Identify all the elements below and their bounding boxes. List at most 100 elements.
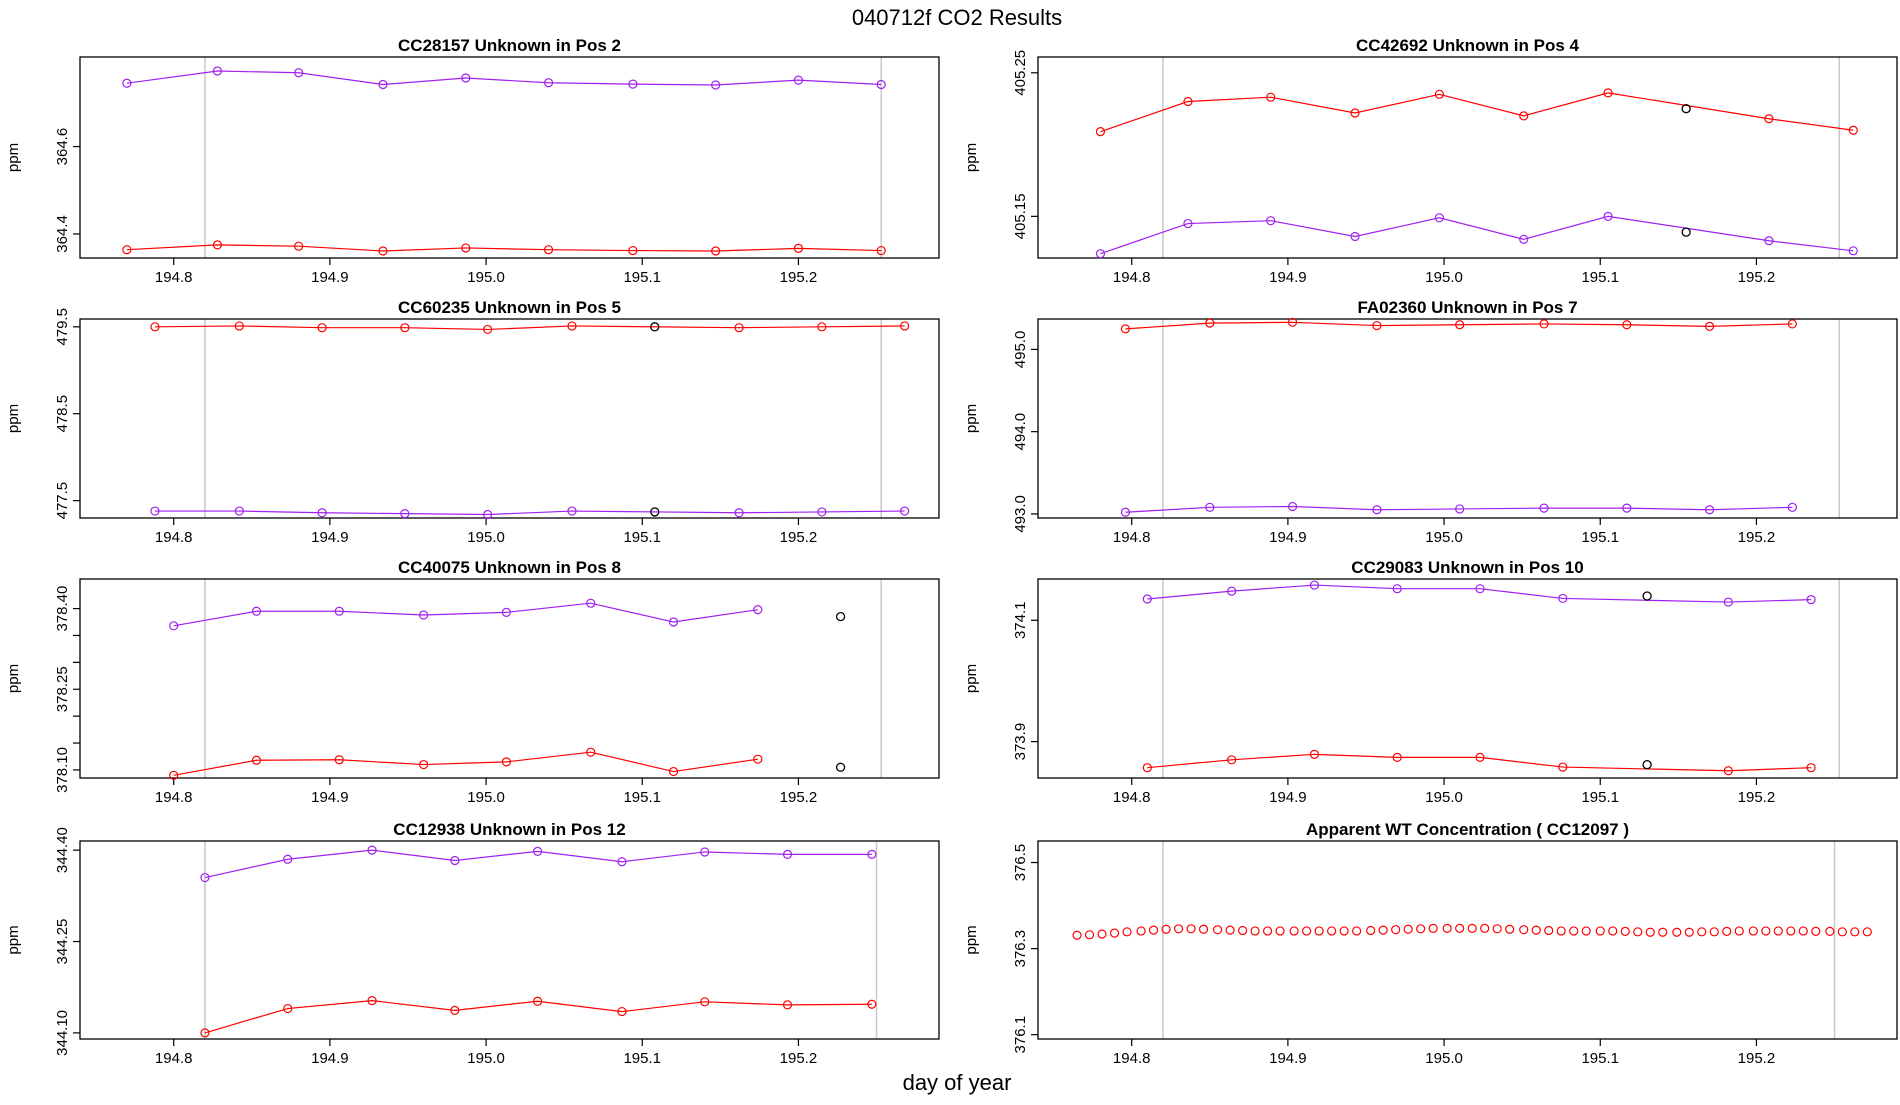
panel-title: CC60235 Unknown in Pos 5 [398,298,621,317]
data-point-red [1608,926,1618,936]
plot-frame [1037,578,1898,779]
data-point-red [900,321,910,331]
outlier-point [650,507,660,517]
data-point-red [1862,927,1872,937]
data-point-red [1302,926,1312,936]
data-point-purple [1287,501,1298,512]
data-point-purple [1787,502,1797,512]
data-point-red [1161,924,1171,934]
y-axis-label: ppm [5,664,22,693]
data-point-purple [867,849,877,860]
x-tick-label: 194.9 [311,1050,349,1067]
y-tick-label: 376.1 [1012,1016,1029,1054]
y-axis-label: ppm [963,925,980,954]
data-point-purple [1558,593,1568,604]
data-point-red [700,997,710,1007]
series-line-purple [173,602,758,627]
chart-panel-7: CC12938 Unknown in Pos 12 194.8 194.9 195.0… [5,820,940,1067]
x-tick-label: 195.0 [467,269,505,286]
data-point-red [711,246,721,256]
data-point-purple [1704,505,1715,515]
data-point-purple [617,857,627,867]
data-point-purple [419,610,429,620]
data-point-red [1620,926,1630,936]
data-point-red [1287,317,1298,327]
x-tick-label: 195.1 [623,529,661,546]
data-point-purple [461,73,471,83]
data-point-red [1227,755,1237,765]
data-point-red [1603,88,1613,98]
data-point-red [1428,923,1438,933]
y-tick-label: 378.25 [54,666,71,712]
data-point-red [1442,923,1452,933]
chart-panel-2: CC42692 Unknown in Pos 4 194.8 194.9 195.0 1… [963,36,1898,286]
x-tick-label: 194.9 [1269,269,1307,286]
data-point-red [251,755,262,765]
chart-panel-1: CC28157 Unknown in Pos 2 194.8 194.9 195.0 1… [5,36,940,286]
outlier-point [835,611,846,622]
data-point-red [378,246,388,256]
data-point-red [1556,926,1566,936]
x-tick-label: 195.1 [623,1050,661,1067]
y-tick-label: 493.0 [1012,495,1029,533]
data-point-red [1289,926,1299,936]
data-point-red [1403,924,1413,934]
data-point-purple [628,79,638,89]
panel-title: CC40075 Unknown in Pos 8 [398,558,621,577]
data-point-red [1645,927,1655,937]
x-tick-label: 194.9 [311,529,349,546]
data-point-red [1475,752,1485,762]
y-tick-label: 405.15 [1012,193,1029,239]
outlier-point [1642,591,1652,601]
data-point-purple [1764,236,1774,246]
y-tick-label: 479.5 [54,308,71,346]
data-point-red [1539,319,1549,329]
data-point-red [1595,926,1605,936]
data-point-red [1266,92,1276,102]
outlier-point [1681,104,1691,114]
data-point-purple [1455,504,1465,514]
data-point-red [1391,925,1401,935]
series-line-red [1147,753,1812,772]
data-point-purple [1372,505,1382,515]
data-point-purple [700,847,710,857]
data-point-red [1825,926,1835,936]
data-point-red [1352,926,1362,936]
data-point-red [1416,924,1426,934]
data-point-red [1467,923,1477,933]
y-tick-label: 477.5 [54,482,71,520]
y-tick-label: 495.0 [1012,331,1029,369]
data-point-red [1734,926,1744,936]
data-point-red [867,999,877,1009]
outlier-point [835,762,846,772]
x-tick-label: 195.0 [467,789,505,806]
x-tick-label: 194.9 [311,789,349,806]
chart-panel-6: CC29083 Unknown in Pos 10 194.8 194.9 195.0… [963,558,1898,806]
x-tick-label: 195.1 [1581,1050,1619,1067]
data-point-purple [668,617,679,627]
x-tick-label: 195.2 [780,1050,818,1067]
outlier-point [1681,227,1691,237]
data-point-red [1109,928,1120,938]
data-point-purple [501,607,511,617]
data-point-red [1723,766,1733,776]
plot-frame [79,578,940,779]
data-point-red [283,1003,293,1014]
data-point-purple [334,606,344,616]
x-tick-label: 195.0 [467,1050,505,1067]
x-tick-label: 194.8 [1113,1050,1151,1067]
y-tick-label: 478.5 [54,395,71,433]
data-point-red [483,324,493,335]
data-point-purple [122,78,132,88]
data-point-red [1084,930,1095,940]
x-tick-label: 195.1 [1581,269,1619,286]
series-line-red [1125,321,1793,330]
series-line-red [126,244,882,252]
data-point-purple [1205,502,1215,512]
data-point-red [234,321,244,331]
series-line-purple [126,70,882,86]
data-point-red [1850,927,1860,937]
x-tick-label: 195.0 [1425,269,1463,286]
x-tick-label: 194.8 [1113,529,1151,546]
